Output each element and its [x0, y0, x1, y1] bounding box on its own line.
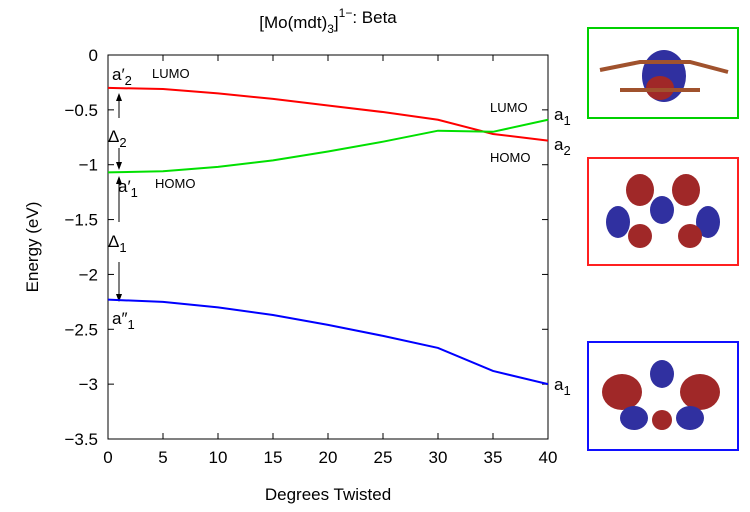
y-tick-label: −2: [79, 265, 98, 284]
x-tick-label: 0: [103, 448, 112, 467]
plot-frame: [107, 54, 549, 440]
y-tick-label: −3.5: [64, 430, 98, 449]
annotation-sub: 1: [563, 383, 570, 398]
x-tick-label: 10: [209, 448, 228, 467]
line: [107, 298, 549, 386]
annotation: a′2: [112, 65, 132, 88]
orbital-image: [587, 341, 739, 451]
annotation-sub: 1: [127, 317, 134, 332]
title-part: : Beta: [352, 8, 397, 27]
x-tick-label: 15: [264, 448, 283, 467]
orbital-image: [587, 157, 739, 266]
title-part: ]: [334, 13, 339, 32]
annotation-text: a′: [118, 177, 131, 196]
chart-title: [Mo(mdt)3]1−: Beta: [259, 6, 397, 36]
annotation-text: HOMO: [155, 176, 195, 191]
annotation: a1: [554, 375, 571, 398]
annotation-text: a″: [112, 309, 127, 328]
y-tick-label: −3: [79, 375, 98, 394]
annotation-sub: 2: [125, 73, 132, 88]
annotation: a1: [554, 105, 571, 128]
annotation: a2: [554, 135, 571, 158]
x-tick-label: 20: [319, 448, 338, 467]
annotation-sub: 2: [563, 143, 570, 158]
annotation-sub: 1: [563, 113, 570, 128]
x-tick-label: 40: [539, 448, 558, 467]
y-tick-label: 0: [89, 46, 98, 65]
x-tick-label: 35: [484, 448, 503, 467]
orbital-image: [587, 27, 739, 119]
annotation-sub: 1: [119, 240, 126, 255]
annotation-text: Δ: [108, 127, 119, 146]
y-tick-label: −1.5: [64, 211, 98, 230]
line: [107, 86, 549, 142]
annotation: Δ2: [108, 127, 127, 150]
annotation: HOMO: [155, 176, 195, 191]
annotation: LUMO: [490, 100, 528, 115]
annotation-text: a: [554, 375, 564, 394]
line: [107, 118, 549, 174]
annotation-text: a: [554, 105, 564, 124]
annotation-text: LUMO: [152, 66, 190, 81]
title-part: 3: [327, 22, 334, 36]
annotation-text: Δ: [108, 232, 119, 251]
x-tick-label: 25: [374, 448, 393, 467]
y-tick-label: −1: [79, 156, 98, 175]
annotation: a″1: [112, 309, 135, 332]
annotation: Δ1: [108, 232, 127, 255]
annotation: LUMO: [152, 66, 190, 81]
annotation-text: a: [554, 135, 564, 154]
y-axis-label: Energy (eV): [23, 202, 42, 293]
annotation: HOMO: [490, 150, 530, 165]
title-part: [Mo(mdt): [259, 13, 327, 32]
annotation-text: a′: [112, 65, 125, 84]
annotation-sub: 2: [119, 135, 126, 150]
annotation-text: LUMO: [490, 100, 528, 115]
annotation: a′1: [118, 177, 138, 200]
x-axis-label: Degrees Twisted: [265, 485, 391, 504]
annotation-text: HOMO: [490, 150, 530, 165]
x-tick-label: 30: [429, 448, 448, 467]
y-tick-label: −0.5: [64, 101, 98, 120]
y-tick-label: −2.5: [64, 320, 98, 339]
annotation-sub: 1: [131, 185, 138, 200]
title-part: 1−: [339, 6, 353, 20]
x-tick-label: 5: [158, 448, 167, 467]
